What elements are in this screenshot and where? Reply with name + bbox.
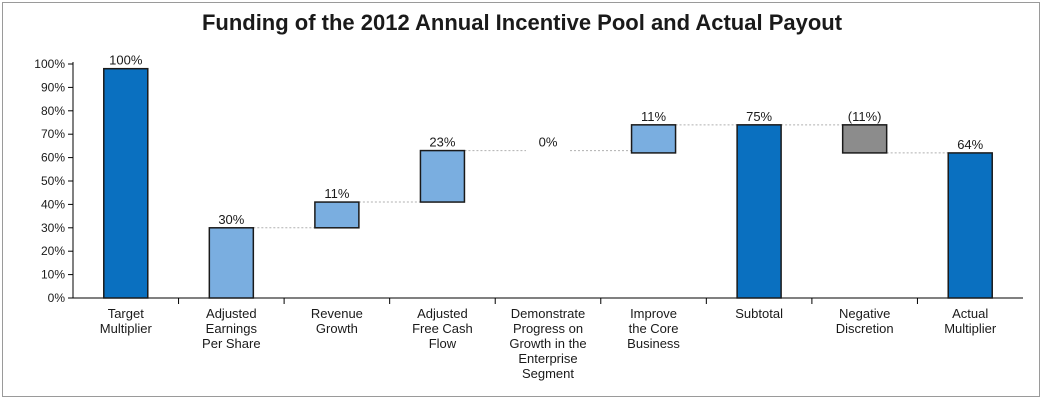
y-tick-label: 0% — [48, 291, 66, 305]
bar — [103, 67, 149, 299]
bar — [208, 227, 255, 299]
x-tick-label: Revenue — [311, 306, 363, 321]
x-tick-label: Growth in the — [509, 336, 586, 351]
x-tick-label: Demonstrate — [511, 306, 585, 321]
x-tick-label: Flow — [429, 336, 457, 351]
bar — [947, 152, 993, 299]
x-tick-label: Multiplier — [944, 321, 997, 336]
x-tick-label: Free Cash — [412, 321, 473, 336]
chart-frame — [2, 2, 1040, 397]
bar-value-label: 64% — [957, 137, 983, 152]
bar — [630, 124, 677, 154]
bar — [314, 201, 360, 229]
y-tick-label: 30% — [41, 221, 65, 235]
x-tick-label: Discretion — [836, 321, 894, 336]
x-tick-label: Subtotal — [735, 306, 783, 321]
y-tick-label: 50% — [41, 174, 65, 188]
x-tick-label: Actual — [952, 306, 988, 321]
x-tick-label: Target — [108, 306, 145, 321]
bar-value-label: 23% — [429, 135, 455, 150]
y-tick-label: 40% — [41, 197, 65, 211]
bar-value-label: 75% — [746, 109, 772, 124]
y-tick-label: 90% — [41, 80, 65, 94]
x-tick-label: Enterprise — [518, 351, 577, 366]
y-tick-label: 10% — [41, 268, 65, 282]
bar-value-label: 11% — [324, 186, 349, 201]
x-tick-label: Business — [627, 336, 680, 351]
x-tick-label: Earnings — [206, 321, 258, 336]
bar — [419, 149, 466, 203]
bar-value-label: 100% — [109, 53, 143, 68]
y-tick-label: 70% — [41, 127, 65, 141]
x-tick-label: Progress on — [513, 321, 583, 336]
bar — [841, 124, 888, 154]
x-tick-label: Negative — [839, 306, 890, 321]
chart-title: Funding of the 2012 Annual Incentive Poo… — [201, 10, 843, 35]
x-tick-label: Improve — [630, 306, 677, 321]
x-tick-label: Growth — [316, 321, 358, 336]
x-tick-label: Per Share — [202, 336, 261, 351]
bar — [736, 124, 782, 299]
x-tick-label: Adjusted — [417, 306, 468, 321]
x-tick-label: Adjusted — [206, 306, 257, 321]
y-tick-label: 100% — [34, 57, 65, 71]
bar-value-label: 11% — [641, 109, 666, 124]
y-tick-label: 20% — [41, 244, 65, 258]
y-tick-label: 60% — [41, 151, 65, 165]
x-tick-label: Segment — [522, 366, 574, 381]
x-tick-label: Multiplier — [100, 321, 153, 336]
bar-value-label: 0% — [539, 135, 558, 150]
bar-value-label: 30% — [218, 212, 244, 227]
x-tick-label: the Core — [629, 321, 679, 336]
y-tick-label: 80% — [41, 104, 65, 118]
bar-value-label: (11%) — [848, 109, 882, 124]
